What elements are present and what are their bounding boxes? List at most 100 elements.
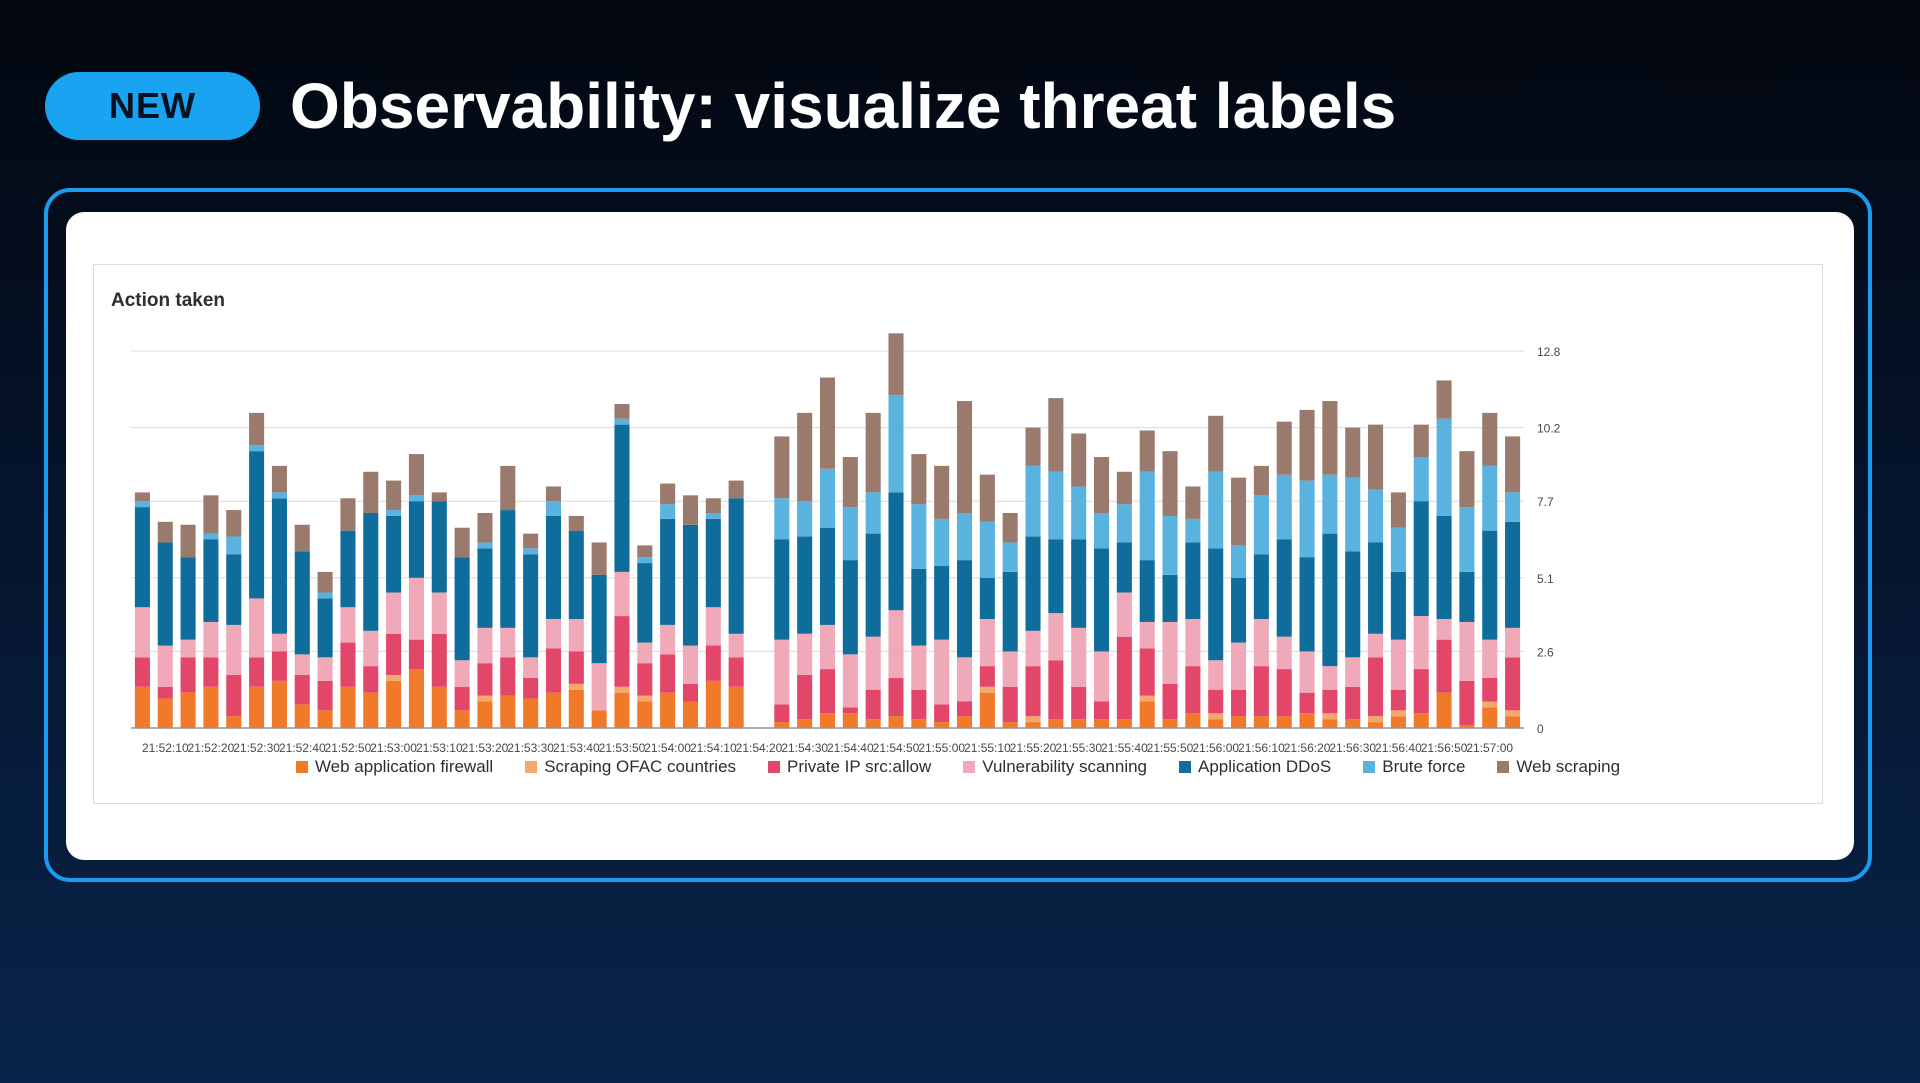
bar-segment-3	[842, 707, 858, 714]
bar-segment-4	[294, 654, 310, 675]
bar-segment-5	[591, 574, 607, 664]
bar-segment-3	[1482, 677, 1498, 702]
legend-swatch	[1363, 761, 1376, 773]
bar-segment-7	[226, 510, 242, 537]
bar-segment-4	[1048, 613, 1064, 661]
bar-segment-3	[979, 666, 995, 687]
bar-segment-1	[911, 719, 927, 728]
bar-segment-4	[1459, 621, 1475, 681]
bar-segment-4	[705, 607, 721, 646]
chart-legend: Web application firewall Scraping OFAC co…	[94, 755, 1822, 779]
bar-segment-5	[294, 551, 310, 655]
bar-segment-1	[819, 713, 836, 728]
bar-segment-7	[1116, 471, 1132, 505]
legend-item[interactable]: Vulnerability scanning	[963, 757, 1147, 777]
bar-segment-2	[1368, 716, 1384, 723]
bar-segment-4	[1413, 616, 1429, 670]
bar-segment-2	[1482, 701, 1498, 708]
bar-segment-4	[591, 663, 607, 711]
new-badge: NEW	[45, 72, 260, 140]
bar-segment-7	[523, 533, 539, 549]
bar-segment-5	[797, 536, 813, 634]
bar-segment-1	[797, 719, 813, 728]
bar-segment-3	[1208, 689, 1224, 714]
bar-segment-4	[1116, 592, 1132, 637]
bar-segment-4	[1208, 660, 1224, 690]
bar-segment-7	[386, 480, 402, 511]
bar-segment-3	[568, 651, 584, 684]
bar-segment-6	[134, 501, 150, 508]
bar-segment-6	[842, 507, 858, 561]
legend-item[interactable]: Web application firewall	[295, 757, 494, 777]
bar-segment-1	[477, 701, 493, 728]
bar-segment-3	[1322, 689, 1338, 714]
bar-segment-1	[1002, 722, 1018, 728]
bar-segment-3	[249, 657, 265, 687]
legend-item[interactable]: Web scraping	[1497, 757, 1620, 777]
bar-segment-6	[1025, 465, 1041, 537]
legend-item[interactable]: Brute force	[1363, 757, 1465, 777]
bar-segment-7	[1094, 457, 1110, 513]
bar-segment-1	[568, 689, 584, 728]
bar-segment-6	[911, 504, 927, 569]
bar-segment-3	[500, 657, 516, 696]
bar-segment-4	[797, 633, 813, 675]
bar-segment-1	[271, 680, 287, 729]
bar-segment-1	[1253, 716, 1269, 728]
bar-segment-5	[180, 557, 196, 640]
x-tick-label: 21:52:40	[279, 741, 326, 755]
bar-segment-1	[774, 722, 790, 728]
bar-segment-3	[1436, 639, 1452, 693]
bar-segment-5	[363, 512, 379, 631]
bar-segment-7	[956, 401, 973, 513]
legend-item[interactable]: Application DDoS	[1179, 757, 1331, 777]
bar-segment-7	[454, 527, 470, 558]
y-tick-label: 2.6	[1537, 645, 1554, 659]
bar-segment-3	[1368, 657, 1384, 717]
bar-segment-7	[1368, 424, 1384, 490]
legend-label: Web application firewall	[314, 757, 494, 776]
bar-segment-6	[226, 536, 242, 555]
bar-segment-7	[1231, 477, 1247, 546]
x-tick-label: 21:55:30	[1055, 741, 1102, 755]
bar-segment-4	[1231, 642, 1247, 690]
bar-segment-2	[1139, 695, 1155, 702]
highlight-frame	[44, 188, 1872, 882]
bar-segment-6	[1276, 474, 1292, 540]
bar-segment-6	[1459, 507, 1475, 572]
bar-segment-6	[819, 468, 836, 528]
x-tick-label: 21:56:40	[1375, 741, 1422, 755]
bar-segment-3	[1002, 686, 1018, 723]
bar-segment-7	[294, 524, 310, 552]
bar-segment-7	[1162, 451, 1178, 516]
bar-segment-5	[454, 557, 470, 661]
bar-segment-5	[1459, 571, 1475, 622]
chart-title: Action taken	[111, 290, 226, 311]
bar-segment-3	[1094, 701, 1110, 720]
bar-segment-6	[1185, 518, 1201, 543]
bar-segment-5	[1390, 571, 1406, 640]
bar-segment-5	[134, 507, 150, 608]
bar-segment-6	[1368, 489, 1384, 543]
bar-segment-5	[842, 560, 858, 655]
bar-segment-1	[363, 692, 379, 728]
bar-segment-7	[1413, 424, 1429, 458]
legend-label: Scraping OFAC countries	[544, 757, 737, 776]
legend-item[interactable]: Scraping OFAC countries	[525, 757, 736, 777]
y-tick-label: 10.2	[1537, 422, 1561, 436]
bar-segment-1	[1094, 719, 1110, 728]
legend-item[interactable]: Private IP src:allow	[768, 757, 931, 777]
bar-segment-7	[1185, 486, 1201, 519]
bar-segment-4	[203, 621, 219, 658]
bar-segment-5	[934, 566, 950, 640]
y-tick-label: 5.1	[1537, 572, 1554, 586]
bar-segment-7	[1299, 409, 1315, 481]
bar-segment-5	[819, 527, 836, 625]
x-tick-label: 21:56:10	[1238, 741, 1285, 755]
bar-segment-7	[1276, 421, 1292, 475]
bar-segment-4	[340, 607, 356, 643]
bar-segment-4	[1071, 627, 1087, 687]
bar-segment-7	[1390, 492, 1406, 528]
bar-segment-5	[1116, 542, 1132, 593]
bar-segment-4	[1002, 651, 1018, 687]
